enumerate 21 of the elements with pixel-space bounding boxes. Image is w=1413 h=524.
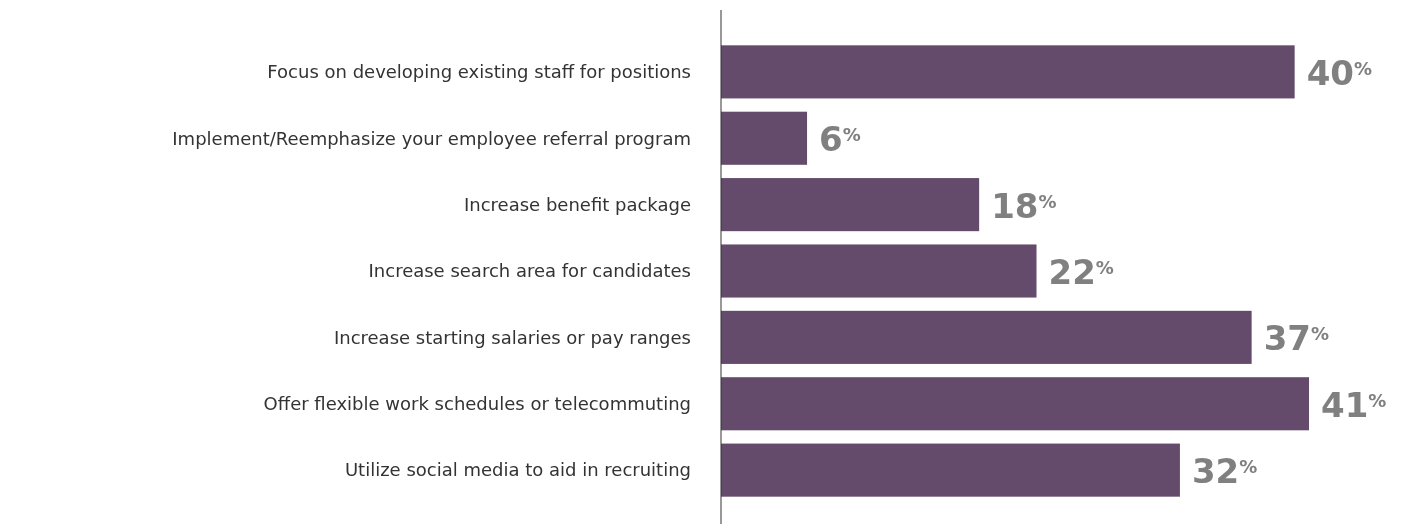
data-label: 41$^{%}$ bbox=[1321, 384, 1387, 425]
y-tick-label: Implement/Reemphasize your employee referral program bbox=[172, 127, 691, 149]
bar bbox=[721, 244, 1037, 298]
data-label: 18$^{%}$ bbox=[991, 185, 1057, 226]
data-label: 32$^{%}$ bbox=[1191, 451, 1258, 492]
bar bbox=[721, 377, 1309, 431]
y-tick-label: Increase search area for candidates bbox=[368, 260, 691, 282]
data-label: 6$^{%}$ bbox=[819, 119, 861, 160]
bar bbox=[721, 443, 1180, 497]
bar bbox=[721, 45, 1295, 99]
y-tick-label: Focus on developing existing staff for positions bbox=[267, 61, 691, 83]
data-label: 22$^{%}$ bbox=[1048, 251, 1114, 292]
bar bbox=[721, 310, 1252, 364]
y-tick-label: Offer flexible work schedules or telecommuting bbox=[263, 393, 691, 415]
bar bbox=[721, 111, 808, 165]
bar bbox=[721, 178, 980, 232]
y-tick-label: Increase starting salaries or pay ranges bbox=[333, 326, 691, 348]
y-tick-label: Increase benefit package bbox=[464, 193, 691, 215]
data-label: 37$^{%}$ bbox=[1263, 318, 1330, 359]
y-tick-label: Utilize social media to aid in recruiting bbox=[344, 459, 691, 481]
data-label: 40$^{%}$ bbox=[1306, 52, 1373, 93]
